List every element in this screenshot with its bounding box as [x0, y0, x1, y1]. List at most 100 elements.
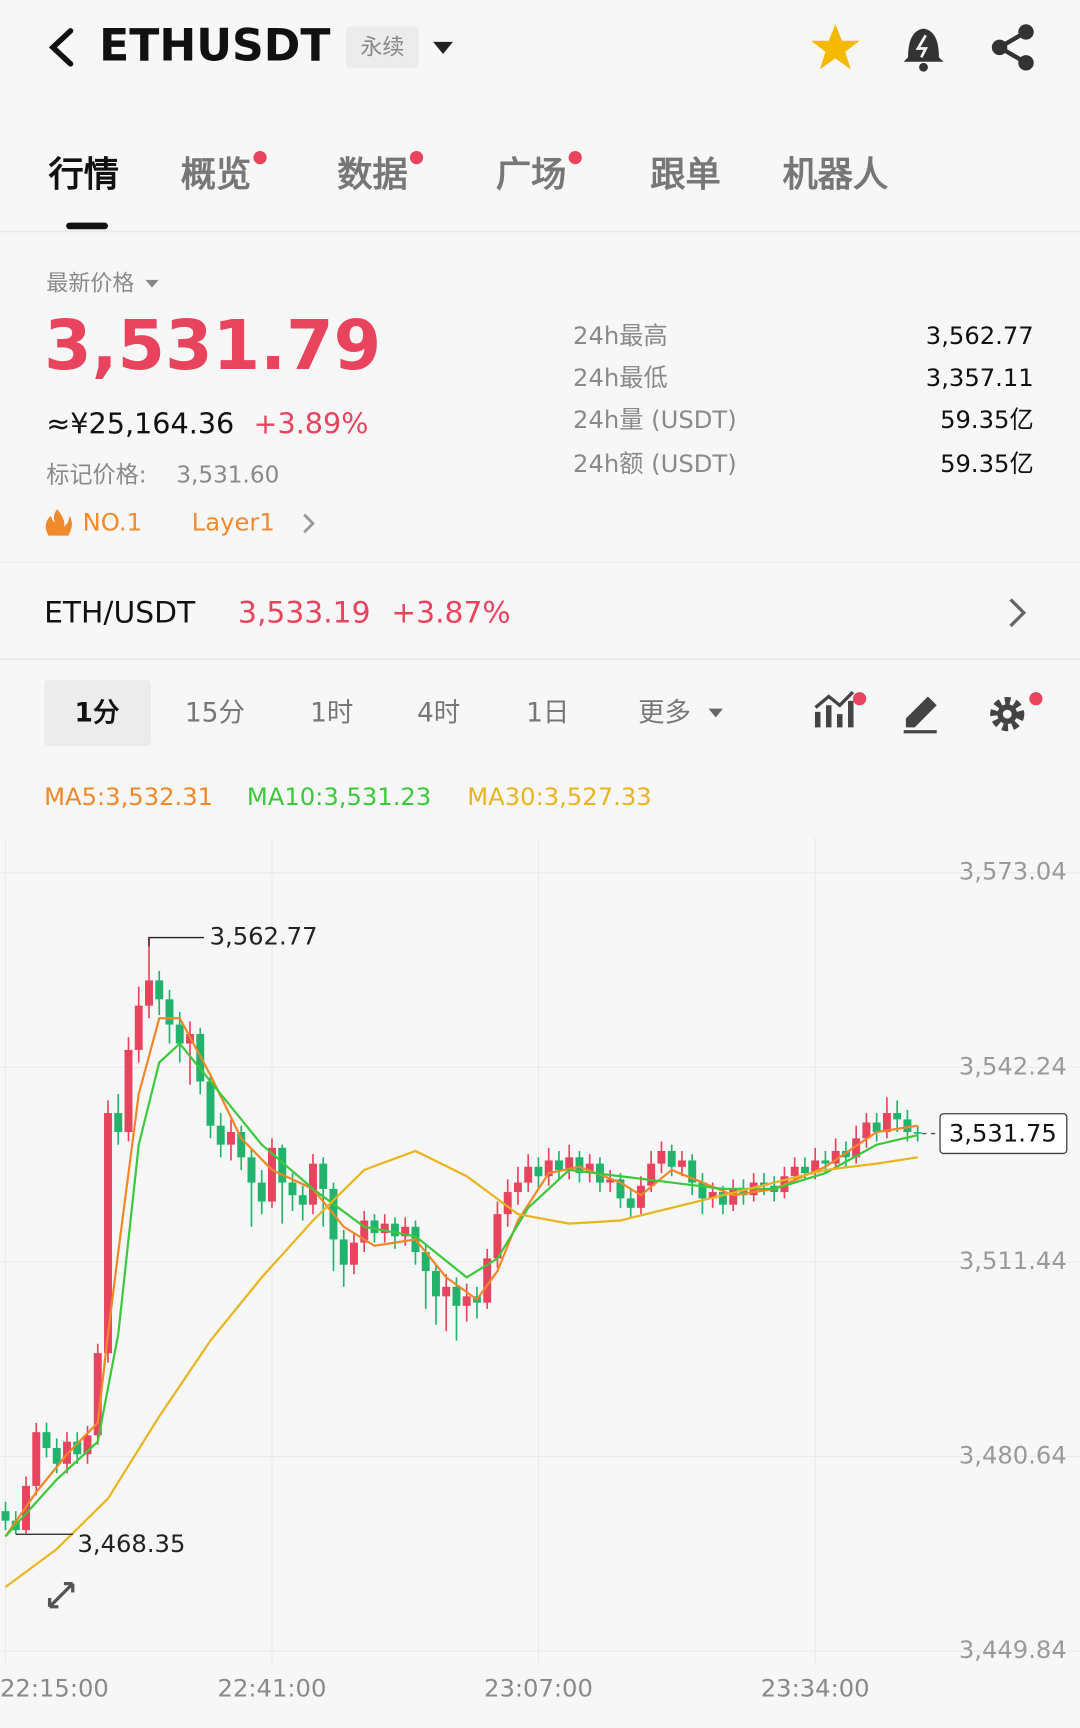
candle-body: [513, 1182, 522, 1193]
candle-body: [155, 980, 164, 1000]
candle-body: [73, 1441, 82, 1455]
sector[interactable]: Layer1: [192, 507, 275, 536]
last-price-label: 3,531.75: [949, 1119, 1057, 1148]
x-tick-label: 22:15:00: [0, 1673, 109, 1702]
timeframe[interactable]: 更多: [638, 698, 691, 729]
candle-body: [114, 1113, 123, 1133]
candle-body: [350, 1242, 358, 1265]
candle-body: [462, 1296, 471, 1306]
candle-body: [882, 1113, 891, 1133]
legend-entry: MA10:3,531.23: [247, 782, 431, 811]
tab-dot: [253, 150, 267, 165]
y-tick-label: 3,449.84: [959, 1635, 1067, 1664]
pair-change: +3.87%: [391, 595, 510, 630]
stat-value: 59.35亿: [940, 449, 1034, 478]
candle-body: [278, 1147, 287, 1183]
candle-body: [790, 1166, 799, 1177]
settings-icon[interactable]: [990, 692, 1043, 732]
candle-body: [636, 1185, 645, 1208]
candle-body: [821, 1160, 830, 1164]
candle-body: [432, 1271, 440, 1297]
tab-dot: [409, 150, 424, 165]
candle-body: [32, 1432, 41, 1486]
candle-body: [421, 1252, 430, 1272]
x-tick-label: 23:07:00: [484, 1673, 593, 1702]
tab[interactable]: 机器人: [782, 154, 888, 195]
y-tick-label: 3,480.64: [959, 1441, 1067, 1470]
candle-body: [565, 1157, 574, 1170]
stat-label: 24h最高: [573, 321, 668, 350]
candle-body: [298, 1195, 307, 1205]
badge: 永续: [360, 35, 404, 60]
tab[interactable]: 跟单: [650, 154, 721, 195]
mark-price-label: 标记价格:: [46, 463, 146, 489]
candle-body: [93, 1353, 102, 1436]
timeframe[interactable]: 1日: [526, 698, 569, 729]
candle-body: [811, 1160, 820, 1174]
draw-icon[interactable]: [903, 696, 937, 734]
legend-entry: MA30:3,527.33: [467, 782, 651, 811]
timeframe[interactable]: 15分: [185, 698, 245, 729]
candle-body: [83, 1435, 92, 1455]
alert-icon[interactable]: [903, 28, 944, 72]
candle-body: [708, 1192, 717, 1199]
expand-icon[interactable]: [47, 1581, 75, 1609]
candle-body: [657, 1150, 666, 1164]
candle-body: [309, 1163, 317, 1205]
candle-body: [237, 1132, 246, 1158]
candle-body: [626, 1198, 635, 1208]
tab[interactable]: 数据: [337, 154, 408, 195]
indicator-icon[interactable]: [814, 690, 867, 728]
candle-body: [852, 1138, 861, 1158]
candle-body: [493, 1214, 502, 1259]
candle-body: [206, 1081, 215, 1126]
stat-value: 3,562.77: [926, 321, 1034, 350]
candle-body: [667, 1150, 676, 1167]
share-icon[interactable]: [991, 24, 1034, 71]
candle-body: [442, 1286, 451, 1297]
candle-body: [319, 1163, 328, 1189]
x-tick-label: 23:34:00: [761, 1673, 870, 1702]
candle-body: [503, 1192, 512, 1215]
candle-body: [575, 1157, 584, 1174]
candle-body: [257, 1182, 266, 1202]
pair-name[interactable]: ETH/USDT: [44, 595, 196, 630]
candle-body: [145, 980, 153, 1006]
timeframe[interactable]: 1时: [310, 698, 353, 729]
candle-body: [124, 1049, 133, 1133]
more-dropdown: [708, 708, 723, 718]
tab[interactable]: 概览: [181, 154, 252, 195]
timeframe[interactable]: 4时: [417, 698, 460, 729]
price-label-dropdown[interactable]: [145, 279, 159, 288]
candle-body: [360, 1220, 369, 1243]
pair-arrow[interactable]: [1009, 598, 1027, 628]
candle-body: [616, 1179, 625, 1199]
candle-body: [688, 1160, 697, 1183]
candle-body: [554, 1160, 563, 1170]
candle-body: [52, 1447, 61, 1464]
candle-body: [800, 1166, 809, 1174]
symbol-dropdown[interactable]: [433, 41, 453, 54]
candle-body: [534, 1166, 543, 1177]
candle-body: [718, 1192, 727, 1205]
min-label: 3,468.35: [77, 1529, 185, 1558]
stat-value: 59.35亿: [940, 405, 1034, 434]
timeframe[interactable]: 1分: [75, 698, 120, 729]
max-marker: [148, 936, 205, 947]
last-price-box: [939, 1113, 1068, 1155]
tab[interactable]: 行情: [48, 154, 119, 195]
favorite-icon[interactable]: [811, 24, 860, 70]
back-button[interactable]: [48, 28, 74, 67]
tab[interactable]: 广场: [496, 154, 567, 195]
candle-body: [247, 1157, 256, 1183]
candle-body: [903, 1119, 912, 1133]
rank[interactable]: NO.1: [83, 507, 142, 536]
mark-price: 3,531.60: [176, 463, 279, 489]
candle-body: [729, 1188, 738, 1205]
candle-body: [104, 1113, 112, 1354]
price-change: +3.89%: [253, 406, 368, 440]
candle-body: [370, 1220, 379, 1234]
